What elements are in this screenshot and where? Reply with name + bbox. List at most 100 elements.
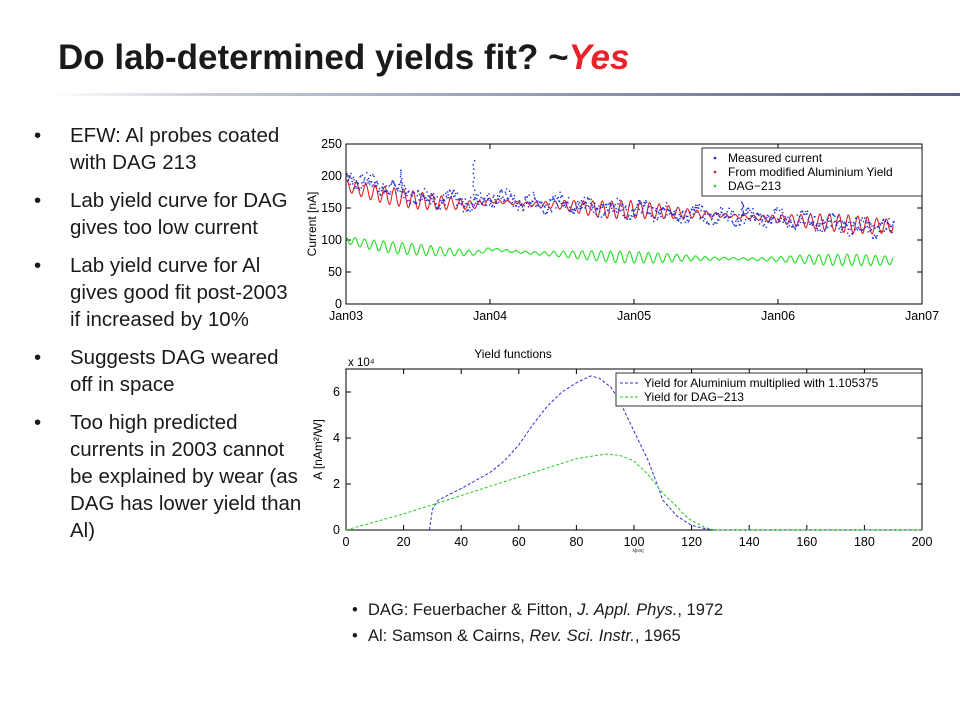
data-point <box>803 213 806 216</box>
y-axis-label: Current [nA] <box>305 192 319 257</box>
data-point <box>550 209 552 211</box>
data-point <box>731 220 733 222</box>
data-point <box>451 191 454 194</box>
data-point <box>831 224 833 227</box>
data-point <box>645 201 648 203</box>
data-point <box>832 213 834 216</box>
data-point <box>739 224 741 226</box>
data-point <box>833 214 835 217</box>
data-point <box>586 205 588 207</box>
data-point <box>408 199 410 202</box>
data-point <box>885 227 887 230</box>
data-point <box>391 182 393 184</box>
data-point <box>485 204 488 206</box>
data-point <box>563 202 565 204</box>
data-point <box>374 182 376 184</box>
data-point <box>754 219 756 221</box>
data-point <box>540 207 542 209</box>
data-point <box>428 195 431 197</box>
data-point <box>846 224 848 227</box>
data-point <box>491 205 493 208</box>
data-point <box>405 188 407 190</box>
data-point <box>602 204 604 206</box>
data-point <box>798 219 800 222</box>
data-point <box>637 199 640 202</box>
data-point <box>859 224 862 226</box>
x-tick-label: 40 <box>454 535 468 549</box>
data-point <box>450 195 452 198</box>
data-point <box>479 199 481 201</box>
data-point <box>741 214 743 217</box>
data-point <box>714 222 716 224</box>
data-point <box>842 226 844 229</box>
data-point <box>687 221 690 223</box>
y-tick-label: 4 <box>333 431 340 445</box>
data-point <box>532 191 535 194</box>
data-point <box>396 187 398 190</box>
data-point <box>554 195 556 197</box>
data-point <box>676 217 678 219</box>
data-point <box>501 191 504 193</box>
data-point <box>473 160 476 162</box>
data-point <box>524 199 527 201</box>
data-point <box>884 220 887 222</box>
data-point <box>375 185 378 187</box>
legend-box <box>701 147 923 197</box>
data-point <box>755 217 757 220</box>
data-point <box>436 207 438 209</box>
data-point <box>710 214 712 216</box>
data-point <box>496 195 499 197</box>
data-point <box>518 206 520 208</box>
data-point <box>363 179 365 181</box>
data-point <box>875 237 877 239</box>
data-point <box>569 206 571 208</box>
data-point <box>861 229 863 231</box>
data-point <box>495 202 497 204</box>
data-point <box>475 193 477 196</box>
data-point <box>858 222 860 224</box>
title-underline <box>52 93 960 96</box>
data-point <box>675 209 677 211</box>
data-point <box>481 203 483 205</box>
data-point <box>507 198 510 200</box>
data-point <box>422 194 424 196</box>
data-point <box>601 204 603 206</box>
data-point <box>563 204 566 206</box>
data-point <box>448 189 451 191</box>
data-point <box>873 234 876 236</box>
data-point <box>558 200 561 203</box>
data-point <box>684 215 686 217</box>
data-point <box>823 222 825 224</box>
bullet-item: EFW: Al probes coated with DAG 213 <box>34 122 302 176</box>
data-point <box>744 213 746 215</box>
data-point <box>757 212 759 214</box>
data-point <box>604 211 606 213</box>
data-point <box>383 190 386 193</box>
data-point <box>417 189 420 192</box>
data-point <box>751 215 753 217</box>
data-point <box>799 215 801 218</box>
data-point <box>364 177 366 179</box>
data-point <box>889 225 891 228</box>
data-point <box>516 203 519 205</box>
data-point <box>696 204 699 207</box>
data-point <box>822 219 825 222</box>
data-point <box>489 200 491 202</box>
data-point <box>764 220 767 222</box>
data-point <box>484 200 486 202</box>
data-point <box>775 221 777 223</box>
data-point <box>477 194 479 196</box>
data-point <box>549 199 551 201</box>
data-point <box>581 201 584 203</box>
data-point <box>742 211 745 214</box>
data-point <box>469 210 471 212</box>
data-point <box>529 201 531 204</box>
data-point <box>795 225 797 228</box>
data-point <box>642 207 644 210</box>
data-point <box>881 222 884 225</box>
data-point <box>654 217 656 219</box>
data-point <box>603 213 606 215</box>
series-measured-points <box>346 160 895 239</box>
data-point <box>370 181 373 183</box>
data-point <box>583 202 585 205</box>
